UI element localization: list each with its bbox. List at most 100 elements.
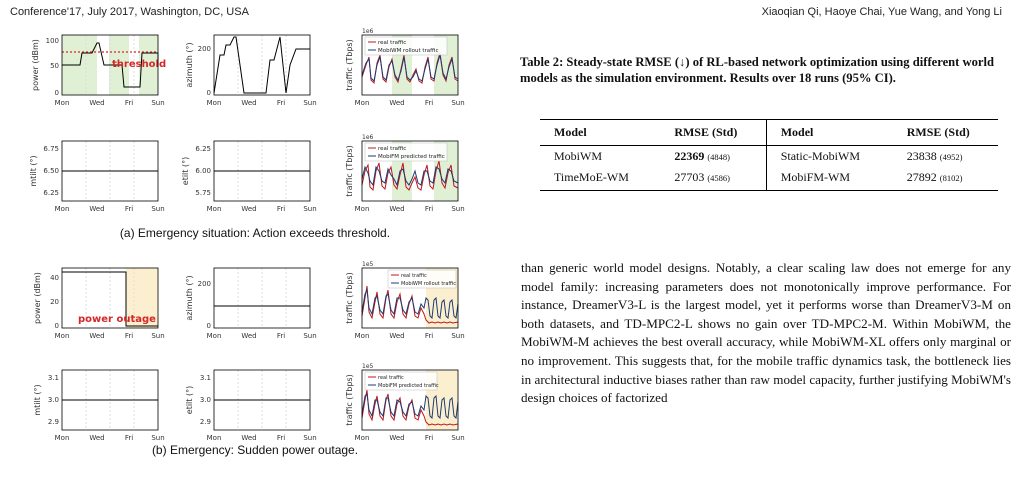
panel-b-traffic-top: real traffic MobiWM rollout traffic 1e5 … [345,261,465,340]
figure-b: power outage 40 20 0 power (dBm) Mon Wed… [33,261,465,442]
rmse-std: (4952) [939,152,963,162]
plot-frame [61,140,159,202]
xtick: Fri [425,99,433,107]
ytick: 100 [46,37,59,45]
panel-a-traffic-bottom: real traffic MobiFM predicted traffic 1e… [345,134,465,213]
ylabel: power (dBm) [33,272,42,324]
running-header-left: Conference'17, July 2017, Washington, DC… [10,6,249,18]
table-caption: Table 2: Steady-state RMSE (↓) of RL-bas… [520,55,995,85]
ytick: 0 [207,322,211,330]
legend-label-rollout: MobiWM rollout traffic [378,48,439,54]
rmse-cell: 27703 (4586) [660,167,767,191]
plot-frame [361,369,459,431]
xtick: Wed [389,99,404,107]
ylabel: etilt (°) [185,386,194,414]
rmse-cell: 22369 (4848) [660,145,767,167]
ylabel: azimuth (°) [185,42,194,87]
xtick: Sun [303,205,316,213]
plot-frame [213,140,311,202]
xtick: Mon [207,205,222,213]
results-table: Model RMSE (Std) Model RMSE (Std) MobiWM… [540,119,998,191]
ytick: 0 [55,89,59,97]
xtick: Mon [55,332,70,340]
plot-frame [361,140,459,202]
legend-box [364,371,438,391]
xtick: Mon [207,99,222,107]
xtick: Sun [451,434,464,442]
xtick: Fri [125,99,133,107]
predicted-traffic-series [361,288,459,320]
predicted-traffic-series [361,165,459,187]
panel-b-azimuth: 200 0 azimuth (°) Mon Wed Fri Sun [185,267,317,340]
rmse-cell: 27892 (8102) [892,167,998,191]
xtick: Fri [125,434,133,442]
xtick: Mon [355,99,370,107]
xtick: Fri [125,332,133,340]
xtick: Mon [355,434,370,442]
ytick: 2.9 [200,418,211,426]
legend-box [364,142,448,162]
ytick: 6.25 [43,189,59,197]
ylabel: etilt (°) [181,157,190,185]
xtick: Fri [277,434,285,442]
figure-b-caption: (b) Emergency: Sudden power outage. [151,443,359,457]
ylabel: mtilt (°) [29,155,38,186]
ytick: 200 [198,45,211,53]
table-row: MobiWM 22369 (4848) Static-MobiWM 23838 … [540,145,998,167]
xtick: Mon [55,434,70,442]
model-name: Static-MobiWM [780,149,861,163]
legend-label-predicted: MobiFM predicted traffic [378,383,439,389]
ytick: 3.1 [200,374,211,382]
threshold-annotation: threshold [112,59,166,70]
plot-frame [61,34,159,96]
legend-label-real: real traffic [378,40,406,46]
plot-frame [213,267,311,329]
ytick: 6.25 [195,145,211,153]
power-outage-annotation: power outage [78,314,156,325]
xtick: Sun [151,332,164,340]
ylabel: mtilt (°) [33,384,42,415]
panel-a-mtilt: 6.75 6.50 6.25 mtilt (°) Mon Wed Fri Sun [29,140,165,213]
ytick: 6.75 [43,145,59,153]
rmse-std: (4586) [707,173,730,183]
col-header: Model [540,119,661,146]
panel-b-mtilt: 3.1 3.0 2.9 mtilt (°) Mon Wed Fri Sun [33,369,165,442]
ytick: 50 [50,62,59,70]
xtick: Mon [55,205,70,213]
legend-box [364,36,448,56]
scale-label: 1e6 [362,28,374,35]
ylabel: traffic (Tbps) [345,374,354,425]
rmse-std: (4848) [707,152,730,162]
ylabel: power (dBm) [31,39,40,91]
xtick: Wed [389,205,404,213]
xtick: Mon [207,332,222,340]
panel-b-power: power outage 40 20 0 power (dBm) Mon Wed… [33,267,165,340]
scale-label: 1e5 [362,363,374,370]
panel-a-etilt: 6.25 6.00 5.75 etilt (°) Mon Wed Fri Sun [181,140,317,213]
xtick: Sun [151,99,164,107]
xtick: Mon [355,205,370,213]
rmse-std: (8102) [939,173,963,183]
col-header: RMSE (Std) [892,119,998,146]
plot-frame [361,267,459,329]
predicted-traffic-series [361,392,459,420]
body-paragraph: than generic world model designs. Notabl… [521,260,1011,406]
ytick: 6.00 [195,167,211,175]
xtick: Fri [425,434,433,442]
xtick: Wed [241,434,256,442]
xtick: Wed [389,434,404,442]
rmse-value: 27892 [906,170,937,184]
ytick: 20 [50,298,59,306]
plot-frame [213,34,311,96]
legend-label-real: real traffic [378,146,406,152]
legend-label-real: real traffic [378,375,404,381]
xtick: Wed [89,332,104,340]
xtick: Sun [303,332,316,340]
predicted-traffic-series [361,54,459,83]
ytick: 3.0 [48,396,59,404]
ytick: 2.9 [48,418,59,426]
xtick: Wed [389,332,404,340]
ytick: 0 [207,89,211,97]
col-header: RMSE (Std) [660,119,767,146]
xtick: Fri [277,99,285,107]
